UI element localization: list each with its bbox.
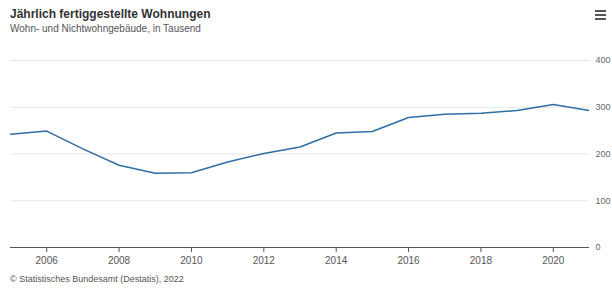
svg-text:0: 0 <box>596 242 601 252</box>
svg-text:300: 300 <box>596 102 611 112</box>
svg-text:200: 200 <box>596 149 611 159</box>
svg-text:2012: 2012 <box>253 255 276 266</box>
svg-text:2020: 2020 <box>542 255 565 266</box>
svg-text:2014: 2014 <box>325 255 348 266</box>
svg-text:2016: 2016 <box>397 255 420 266</box>
html-text:Jährlich fertiggestellte Wohnu: Jährlich fertiggestellte Wohnungen <box>10 7 211 21</box>
html-text:Wohn- und Nichtwohngebäude, in: Wohn- und Nichtwohngebäude, in Tausend <box>10 23 201 34</box>
svg-text:2010: 2010 <box>180 255 203 266</box>
svg-text:100: 100 <box>596 196 611 206</box>
svg-text:2008: 2008 <box>108 255 131 266</box>
svg-text:2018: 2018 <box>470 255 493 266</box>
svg-text:400: 400 <box>596 55 611 65</box>
svg-text:2006: 2006 <box>36 255 59 266</box>
html-text:© Statistisches Bundesamt (Des: © Statistisches Bundesamt (Destatis), 20… <box>10 274 184 284</box>
